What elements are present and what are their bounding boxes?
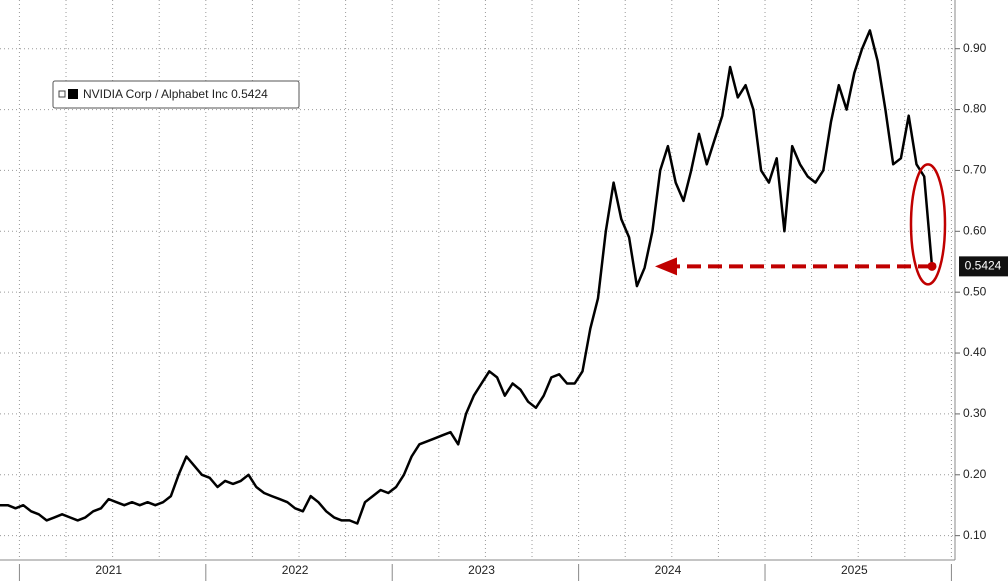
y-tick-label: 0.60 xyxy=(963,223,987,237)
annotation-arrowhead xyxy=(655,257,677,276)
last-value-label: 0.5424 xyxy=(965,259,1002,273)
legend-name: NVIDIA Corp / Alphabet Inc xyxy=(83,87,228,101)
last-value-badge xyxy=(959,256,1008,277)
y-tick-label: 0.90 xyxy=(963,41,987,55)
highlight-ellipse xyxy=(909,163,947,286)
legend-box xyxy=(52,80,300,109)
legend-toggle xyxy=(58,90,66,98)
x-tick-label: 2025 xyxy=(841,563,868,577)
y-tick-label: 0.80 xyxy=(963,102,987,116)
legend: NVIDIA Corp / Alphabet Inc 0.5424 xyxy=(52,80,300,109)
y-tick-label: 0.20 xyxy=(963,467,987,481)
y-tick-label: 0.40 xyxy=(963,345,987,359)
x-tick-label: 2022 xyxy=(282,563,309,577)
y-tick-label: 0.50 xyxy=(963,284,987,298)
x-tick-label: 2024 xyxy=(655,563,682,577)
y-tick-label: 0.30 xyxy=(963,406,987,420)
legend-entry: NVIDIA Corp / Alphabet Inc 0.5424 xyxy=(83,87,268,101)
x-tick-label: 2023 xyxy=(468,563,495,577)
x-tick-label: 2021 xyxy=(95,563,122,577)
series-line xyxy=(0,29,934,525)
last-point xyxy=(927,261,937,271)
legend-last-value: 0.5424 xyxy=(231,87,268,101)
y-tick-label: 0.10 xyxy=(963,528,987,542)
y-tick-label: 0.70 xyxy=(963,163,987,177)
legend-swatch xyxy=(68,89,78,99)
